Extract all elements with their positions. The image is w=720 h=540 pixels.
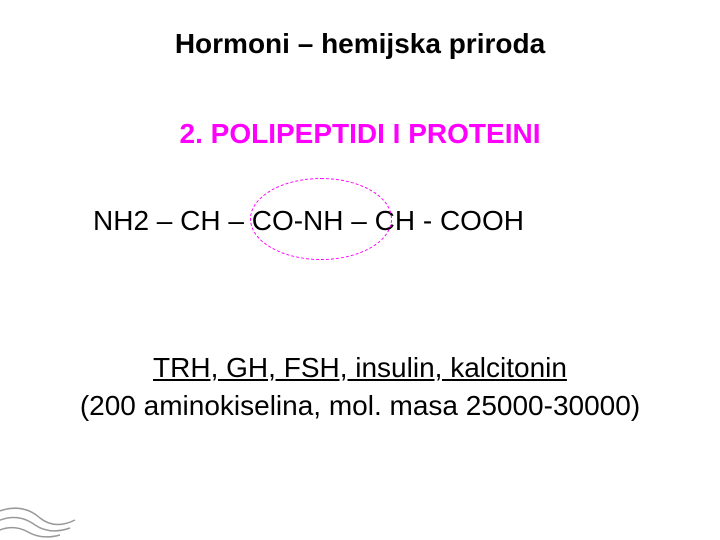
- examples-text: TRH, GH, FSH, insulin, kalcitonin: [153, 352, 567, 383]
- slide-subtitle: 2. POLIPEPTIDI I PROTEINI: [0, 118, 720, 150]
- molecular-mass-line: (200 aminokiselina, mol. masa 25000-3000…: [0, 390, 720, 422]
- examples-line: TRH, GH, FSH, insulin, kalcitonin: [0, 352, 720, 384]
- slide-title: Hormoni – hemijska priroda: [0, 28, 720, 60]
- corner-decoration: [0, 480, 120, 540]
- peptide-bond-highlight-ellipse: [250, 178, 392, 260]
